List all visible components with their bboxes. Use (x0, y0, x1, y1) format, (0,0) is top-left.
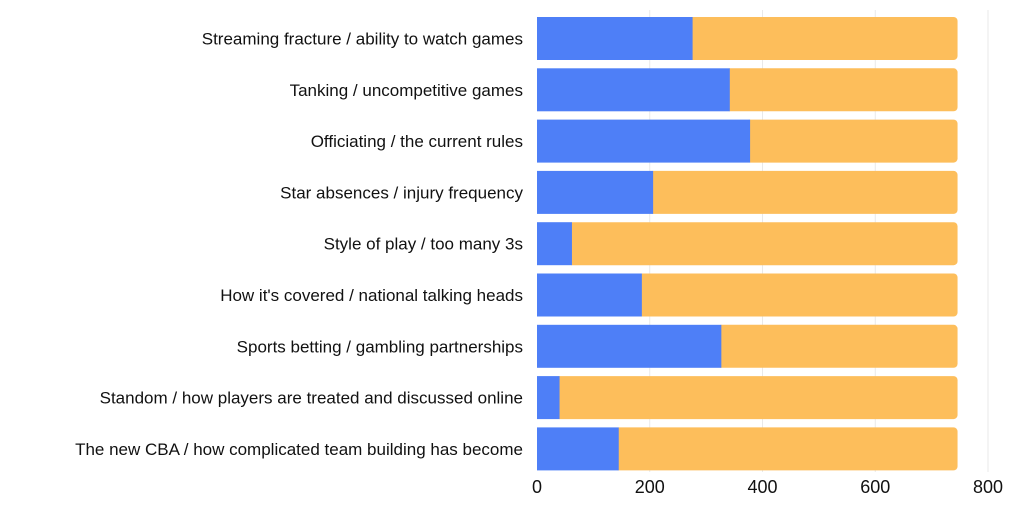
x-tick-label-600: 600 (860, 477, 890, 497)
bar-series1-1 (537, 68, 730, 112)
category-label-1: Tanking / uncompetitive games (290, 81, 523, 100)
category-label-4: Style of play / too many 3s (324, 235, 523, 254)
bar-series1-8 (537, 427, 619, 471)
bar-series1-7 (537, 376, 560, 420)
category-label-2: Officiating / the current rules (311, 132, 523, 151)
bar-series2-3 (649, 170, 958, 214)
bar-series1-6 (537, 324, 722, 368)
category-labels: Streaming fracture / ability to watch ga… (75, 30, 523, 459)
bar-series2-4 (567, 222, 958, 266)
bar-series2-2 (746, 119, 958, 163)
bar-series2-5 (637, 273, 958, 317)
category-label-8: The new CBA / how complicated team build… (75, 440, 523, 459)
bar-layer (537, 17, 958, 471)
bar-series2-8 (614, 427, 958, 471)
bar-series1-2 (537, 119, 751, 163)
x-tick-label-0: 0 (532, 477, 542, 497)
bar-series1-0 (537, 17, 693, 60)
bar-series2-7 (555, 376, 958, 420)
bar-series1-5 (537, 273, 642, 317)
bar-series2-1 (725, 68, 958, 112)
category-label-5: How it's covered / national talking head… (220, 286, 523, 305)
bar-series1-4 (537, 222, 572, 266)
bar-series2-6 (717, 324, 958, 368)
category-label-6: Sports betting / gambling partnerships (237, 337, 523, 356)
category-label-3: Star absences / injury frequency (280, 183, 523, 202)
bar-series1-3 (537, 170, 654, 214)
x-tick-label-800: 800 (973, 477, 1003, 497)
category-label-7: Standom / how players are treated and di… (100, 389, 523, 408)
x-tick-label-200: 200 (635, 477, 665, 497)
x-axis-ticks: 0 200 400 600 800 (532, 477, 1003, 497)
category-label-0: Streaming fracture / ability to watch ga… (202, 30, 523, 49)
bar-series2-0 (688, 17, 958, 60)
x-tick-label-400: 400 (747, 477, 777, 497)
